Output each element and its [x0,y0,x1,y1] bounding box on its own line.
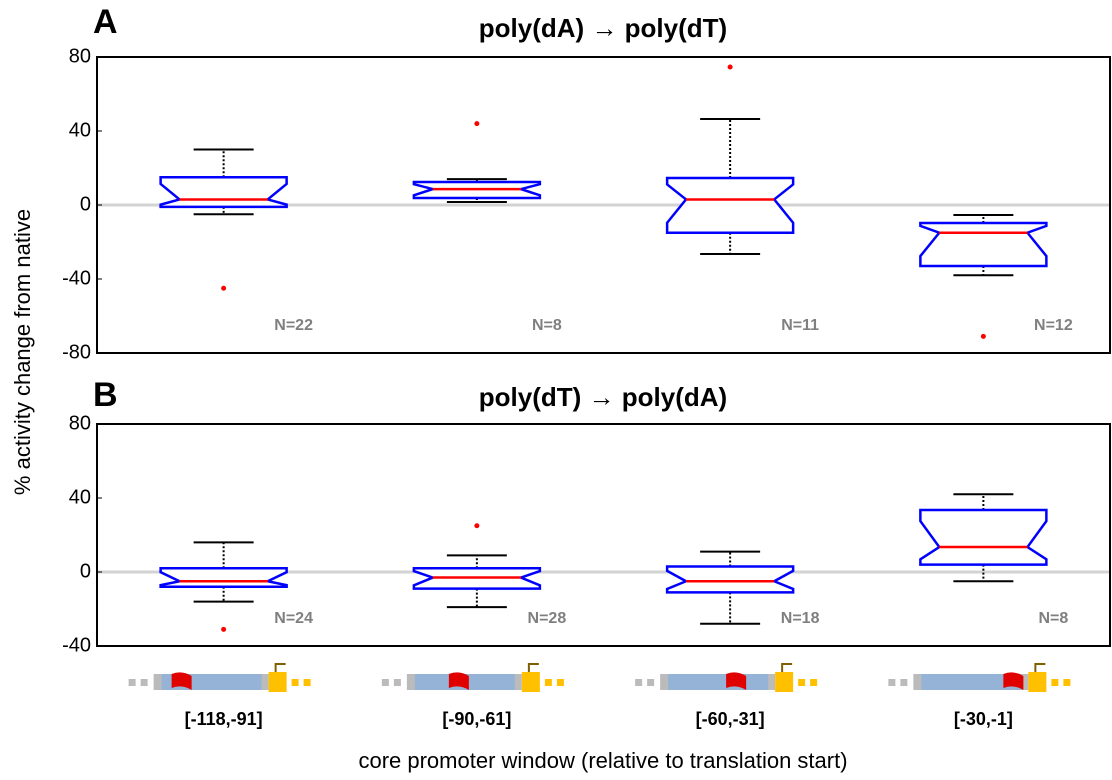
count-label: N=22 [274,317,313,334]
chart-title: poly(dA) → poly(dT) [479,13,727,43]
count-label: N=12 [1034,317,1073,334]
y-tick-label: 40 [69,486,91,508]
y-tick-label: 80 [69,45,91,67]
schematic-flag [171,672,192,690]
outlier [474,121,480,127]
schematic-flag [726,672,747,690]
schematic-dot [556,679,564,686]
schematic-yellow [1028,672,1047,692]
box [159,176,288,209]
plot-frame [96,423,1111,647]
schematic-dot [635,679,643,686]
x-axis-label: core promoter window (relative to transl… [358,748,847,773]
schematic-dot [1051,679,1059,686]
schematic-dot [140,679,148,686]
box [919,221,1048,268]
y-tick-label: 80 [69,412,91,434]
schematic-dot [393,679,401,686]
schematic-arrow [527,663,539,672]
y-tick-label: -40 [62,267,91,289]
plot-frame [96,56,1111,354]
count-label: N=24 [274,610,313,627]
x-tick-label: [-60,-31] [696,709,765,729]
x-tick-label: [-90,-61] [442,709,511,729]
count-label: N=18 [781,610,820,627]
schematic-dot [810,679,818,686]
count-label: N=28 [528,610,567,627]
outlier [221,285,227,291]
schematic-dot [128,679,136,686]
schematic-dot [888,679,896,686]
y-axis-label: % activity change from native [10,209,35,495]
schematic-blue [921,674,1022,690]
schematic-yellow [775,672,794,692]
x-tick-label: [-118,-91] [185,709,263,729]
schematic-arrow [781,663,793,672]
box [665,176,795,234]
box [159,567,288,589]
schematic-arrow [1034,663,1046,672]
panel-label: B [93,376,118,414]
chart-title: poly(dT) → poly(dA) [479,382,727,412]
schematic-flag [448,672,469,690]
y-tick-label: 40 [69,119,91,141]
box [665,565,795,594]
x-tick-label: [-30,-1] [954,709,1013,729]
count-label: N=11 [781,317,819,334]
schematic-arrow [274,663,286,672]
y-tick-label: 0 [80,560,91,582]
schematic-dot [303,679,311,686]
y-tick-label: -80 [62,341,91,363]
schematic-dot [1063,679,1071,686]
outlier [474,523,480,529]
outlier [727,64,733,70]
y-tick-label: -40 [62,634,91,656]
schematic-dot [381,679,389,686]
schematic-flag [1003,672,1024,690]
schematic-yellow [521,672,540,692]
schematic-dot [798,679,806,686]
count-label: N=8 [532,317,562,334]
schematic-dot [647,679,655,686]
schematic-dot [900,679,908,686]
schematic-yellow [268,672,287,692]
panel-label: A [93,3,118,41]
box [919,508,1048,566]
schematic-dot [291,679,299,686]
outlier [221,626,227,632]
outlier [980,333,986,339]
y-tick-label: 0 [80,193,91,215]
count-label: N=8 [1038,610,1068,627]
schematic-blue [668,674,769,690]
schematic-dot [544,679,552,686]
